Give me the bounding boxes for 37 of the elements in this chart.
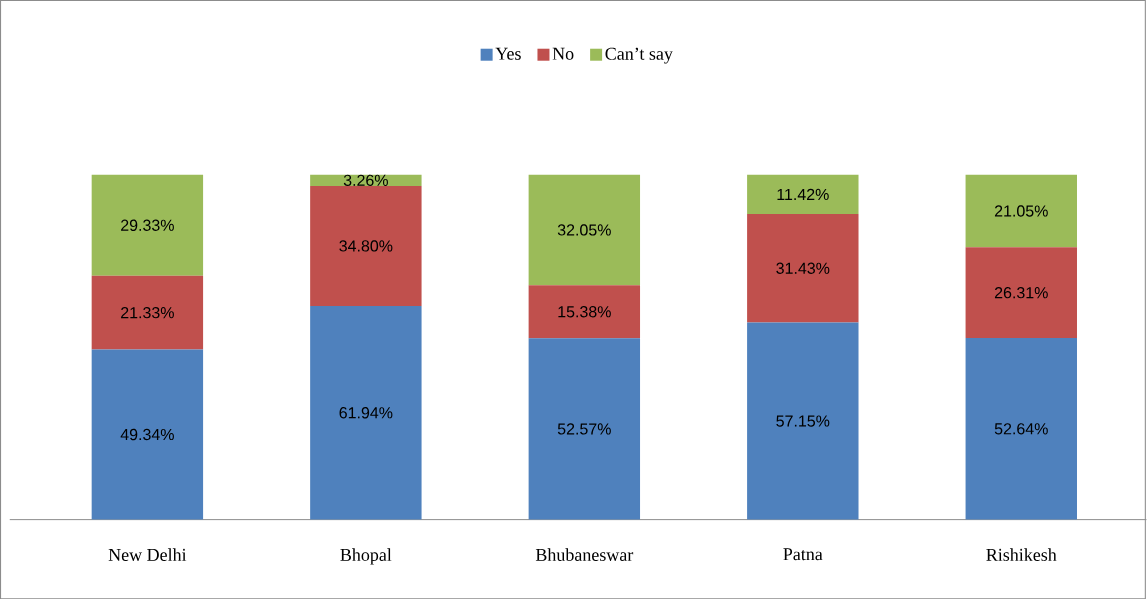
bar — [310, 185, 422, 306]
bar — [965, 337, 1077, 520]
bar — [747, 174, 859, 214]
data-label: 3.26% — [343, 174, 388, 186]
data-label: 52.64% — [994, 423, 1048, 435]
bar — [91, 349, 204, 520]
data-label: 61.94% — [339, 406, 393, 419]
legend-label: No — [552, 47, 574, 60]
data-label: 26.31% — [994, 286, 1048, 299]
data-label: 57.15% — [776, 415, 830, 427]
data-label: 31.43% — [776, 262, 830, 274]
data-label: 49.34% — [120, 428, 174, 441]
bar — [91, 275, 204, 350]
bar — [965, 174, 1077, 248]
data-label: 32.05% — [557, 224, 611, 236]
x-tick-label: Patna — [783, 548, 823, 561]
data-label: 52.57% — [557, 423, 611, 435]
x-tick-label: Bhopal — [340, 548, 392, 565]
x-tick-label: Rishikesh — [986, 548, 1057, 561]
bar — [528, 338, 641, 520]
data-label: 21.33% — [121, 306, 174, 319]
x-tick-label: Bhubaneswar — [535, 548, 634, 561]
legend-label: Can’t say — [605, 47, 673, 64]
data-label: 15.38% — [558, 305, 611, 318]
x-tick-label: New Delhi — [108, 548, 187, 561]
bar — [528, 285, 641, 339]
bar — [747, 322, 859, 520]
data-label: 21.05% — [994, 205, 1048, 217]
bar — [747, 213, 859, 323]
bar — [310, 305, 422, 520]
bar — [528, 174, 641, 286]
legend-label: Yes — [495, 47, 521, 60]
bar — [91, 174, 204, 276]
data-label: 11.42% — [777, 188, 829, 200]
bar — [965, 247, 1077, 338]
data-label: 29.33% — [121, 219, 174, 231]
data-label: 34.80% — [339, 240, 393, 252]
